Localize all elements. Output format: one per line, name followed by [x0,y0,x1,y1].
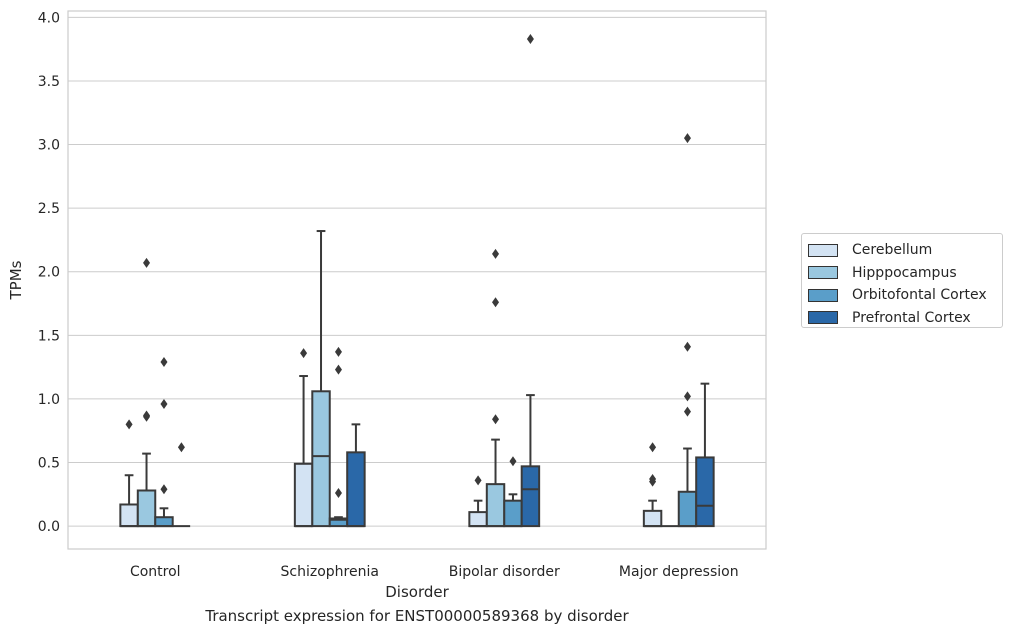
box [642,509,663,528]
box-group [293,348,314,528]
x-tick-labels: Control Schizophrenia Bipolar disorder Majo… [130,564,739,580]
y-tick-label: 4.0 [38,10,60,26]
outlier-point [474,475,482,486]
legend-item: Cerebellum [808,239,1002,262]
outlier-point [160,484,168,495]
box-group [695,382,715,528]
outlier-point [683,391,691,402]
box-group [468,475,488,528]
box [311,390,331,528]
outlier-point [649,474,657,485]
outlier-point [143,257,151,268]
legend-item: Prefrontal Cortex [808,307,1002,330]
box-plot-marks [119,33,715,528]
box-group [172,442,191,528]
box [154,516,174,528]
box [468,511,488,528]
outlier-point [526,33,534,44]
box-group [154,357,174,528]
y-gridlines [68,16,766,527]
box [293,462,314,528]
box-group [485,248,506,528]
box [136,489,157,528]
box-plot-chart: 0.0 0.5 1.0 1.5 2.0 2.5 3.0 3.5 4.0 Control Schiz… [7,10,767,601]
legend-item: Hipppocampus [808,262,1002,285]
legend-swatch [808,311,838,325]
legend-label: Hipppocampus [852,264,957,281]
outlier-point [160,357,168,368]
outlier-point [683,406,691,417]
legend-swatch [808,266,838,280]
box [520,465,541,528]
box-group [520,33,541,528]
legend-swatch [808,288,838,302]
figure-caption: Transcript expression for ENST0000058936… [205,607,629,625]
outlier-point [334,364,342,375]
outlier-point [683,341,691,352]
legend-label: Prefrontal Cortex [852,309,971,326]
legend-label: Cerebellum [852,242,933,259]
box-group [677,133,698,528]
y-tick-label: 1.0 [38,392,60,408]
outlier-point [177,442,185,453]
y-tick-label: 0.5 [38,456,60,472]
outlier-point [125,419,133,430]
box-group [642,442,663,528]
legend-swatch [808,243,838,257]
x-tick-label: Schizophrenia [281,564,379,580]
y-axis-title: TPMs [7,260,25,300]
outlier-point [492,297,500,308]
x-tick-label: Major depression [619,564,739,580]
outlier-point [683,133,691,144]
y-tick-label: 2.5 [38,201,60,217]
box-group [119,419,139,528]
box-group [346,423,366,528]
plot-frame [67,10,767,550]
box [503,499,523,528]
x-tick-label: Control [130,564,181,580]
y-tick-label: 1.5 [38,328,60,344]
y-tick-label: 2.0 [38,265,60,281]
x-tick-label: Bipolar disorder [449,564,560,580]
box [485,483,506,528]
x-axis-title: Disorder [385,583,449,601]
outlier-point [334,346,342,357]
box-group [328,346,349,528]
y-tick-labels: 0.0 0.5 1.0 1.5 2.0 2.5 3.0 3.5 4.0 [38,10,60,535]
box-group [136,257,157,528]
legend-item: Orbitofontal Cortex [808,284,1002,307]
outlier-point [160,399,168,410]
outlier-point [509,456,517,467]
outlier-point [143,410,151,421]
outlier-point [492,248,500,259]
y-tick-label: 3.5 [38,74,60,90]
outlier-point [334,488,342,499]
outlier-point [300,348,308,359]
y-tick-label: 0.0 [38,519,60,535]
box [119,503,139,528]
box [695,456,715,528]
outlier-point [649,442,657,453]
legend: Cerebellum Hipppocampus Orbitofontal Cor… [801,233,1003,328]
box-group [311,230,331,528]
box [346,451,366,528]
box [677,490,698,528]
box-group [503,456,523,528]
outlier-point [492,414,500,425]
legend-label: Orbitofontal Cortex [852,287,987,304]
y-tick-label: 3.0 [38,138,60,154]
